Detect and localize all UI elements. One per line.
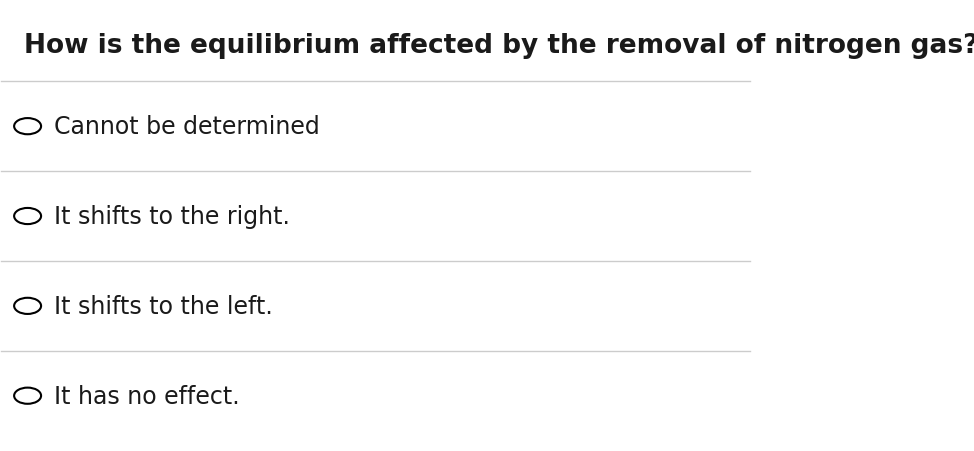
- Text: How is the equilibrium affected by the removal of nitrogen gas?: How is the equilibrium affected by the r…: [23, 33, 974, 59]
- Text: It shifts to the left.: It shifts to the left.: [54, 294, 273, 318]
- Text: It has no effect.: It has no effect.: [54, 384, 240, 408]
- Text: It shifts to the right.: It shifts to the right.: [54, 205, 289, 229]
- Text: Cannot be determined: Cannot be determined: [54, 115, 319, 139]
